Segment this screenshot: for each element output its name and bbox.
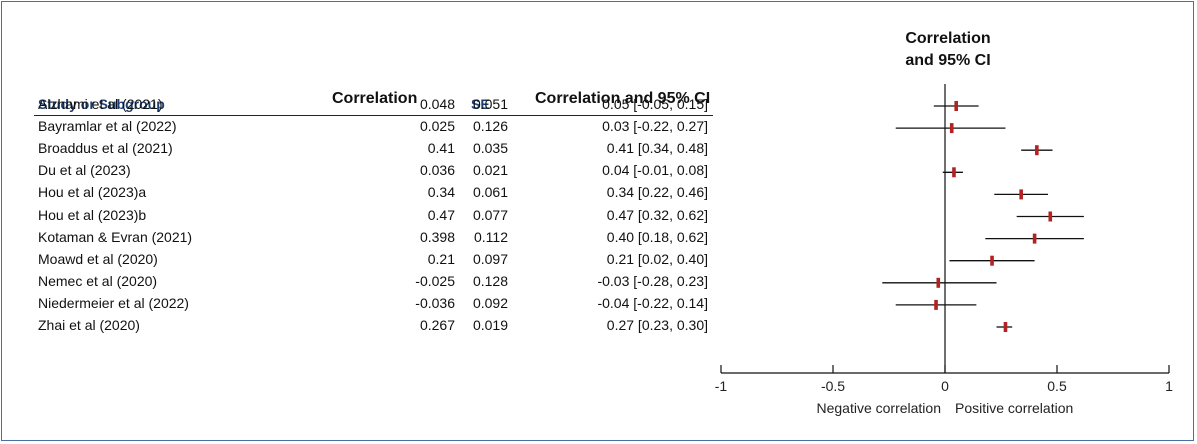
header-separator	[34, 115, 713, 116]
se-value: 0.077	[472, 206, 508, 223]
correlation-value: 0.036	[419, 162, 455, 179]
header-plot-line2: and 95% CI	[905, 52, 991, 69]
right-label: Positive correlation	[955, 400, 1073, 416]
se-value: 0.051	[472, 96, 508, 112]
ci-text: 0.34 [0.22, 0.46]	[606, 184, 708, 201]
ci-text: 0.47 [0.32, 0.62]	[606, 206, 708, 223]
table-row: Moawd et al (2020) 0.21 0.097 0.21 [0.02, 0…	[0, 251, 720, 272]
study-name: Hou et al (2023)b	[38, 206, 147, 223]
correlation-value: -0.036	[415, 294, 455, 311]
ci-text: -0.04 [-0.22, 0.14]	[597, 294, 708, 311]
left-label: Negative correlation	[816, 400, 941, 416]
correlation-value: 0.21	[427, 250, 455, 267]
correlation-value: 0.47	[427, 206, 455, 223]
se-value: 0.126	[472, 118, 508, 135]
table-row: Zhai et al (2020) 0.267 0.019 0.27 [0.23, 0…	[0, 317, 720, 338]
estimate-marker	[990, 255, 994, 266]
table-row: Hou et al (2023)b 0.47 0.077 0.47 [0.32, 0.…	[0, 207, 720, 228]
estimate-marker	[954, 101, 958, 111]
se-value: 0.112	[474, 228, 508, 245]
table-row: Broaddus et al (2021) 0.41 0.035 0.41 [0.34…	[0, 140, 720, 161]
study-name: Niedermeier et al (2022)	[38, 294, 189, 311]
ci-text: -0.03 [-0.28, 0.23]	[597, 272, 708, 289]
study-name: Broaddus et al (2021)	[38, 140, 173, 157]
x-tick-label: 0	[941, 378, 949, 394]
study-name: Du et al (2023)	[38, 162, 131, 179]
study-name: Kotaman & Evran (2021)	[38, 228, 193, 245]
ci-text: 0.05 [-0.05, 0.15]	[602, 96, 708, 112]
x-tick-label: 0.5	[1047, 378, 1067, 394]
se-value: 0.061	[472, 184, 508, 201]
header-plot: Correlation and 95% CI	[848, 28, 1048, 72]
header-study: Study or Subgroup	[38, 96, 165, 112]
correlation-value: -0.025	[415, 272, 455, 289]
table-row: Hou et al (2023)a 0.34 0.061 0.34 [0.22, 0.…	[0, 184, 720, 205]
se-value: 0.019	[472, 317, 508, 333]
ci-text: 0.21 [0.02, 0.40]	[606, 250, 708, 267]
correlation-value: 0.34	[427, 184, 455, 201]
study-name: Moawd et al (2020)	[38, 250, 158, 267]
estimate-marker	[1003, 322, 1008, 332]
estimate-marker	[1048, 211, 1053, 222]
header-plot-line1: Correlation	[905, 30, 991, 47]
correlation-value: 0.267	[419, 317, 455, 333]
ci-text: 0.41 [0.34, 0.48]	[606, 140, 708, 157]
table-row: Bayramlar et al (2022) 0.025 0.126 0.03 [-0…	[0, 118, 720, 139]
x-tick-label: 1	[1165, 378, 1173, 394]
estimate-marker	[1019, 189, 1023, 200]
study-name: Hou et al (2023)a	[38, 184, 147, 201]
study-name: Nemec et al (2020)	[38, 272, 158, 289]
se-value: 0.021	[472, 162, 508, 179]
table-row: Niedermeier et al (2022) -0.036 0.092 -0.04…	[0, 295, 720, 316]
correlation-value: 0.398	[419, 228, 455, 245]
correlation-value: 0.41	[427, 140, 455, 157]
x-tick-label: -1	[715, 378, 728, 394]
correlation-value: 0.048	[419, 96, 455, 112]
study-name: Alzhami et al (2021)	[38, 96, 163, 112]
header-ci: Correlation and 95% CI	[535, 90, 711, 107]
estimate-marker	[936, 277, 941, 288]
ci-text: 0.40 [0.18, 0.62]	[606, 228, 708, 245]
ci-text: 0.27 [0.23, 0.30]	[606, 317, 708, 333]
table-row: Du et al (2023) 0.036 0.021 0.04 [-0.01, 0.…	[0, 162, 720, 183]
table-row: Alzhami et al (2021) 0.048 0.051 0.05 [-0.0…	[0, 96, 720, 117]
estimate-marker	[949, 123, 954, 134]
se-value: 0.097	[472, 250, 508, 267]
ci-text: 0.04 [-0.01, 0.08]	[602, 162, 708, 179]
ci-text: 0.03 [-0.22, 0.27]	[602, 118, 708, 135]
header-se: SE	[471, 96, 490, 112]
header-correlation: Correlation	[332, 90, 418, 107]
estimate-marker	[934, 299, 938, 310]
x-tick-label: -0.5	[821, 378, 845, 394]
table-row: Nemec et al (2020) -0.025 0.128 -0.03 [-0.2…	[0, 273, 720, 294]
se-value: 0.128	[472, 272, 508, 289]
se-value: 0.035	[472, 140, 508, 157]
estimate-marker	[1032, 233, 1037, 244]
estimate-marker	[952, 167, 956, 178]
se-value: 0.092	[472, 294, 508, 311]
estimate-marker	[1035, 145, 1039, 156]
study-name: Bayramlar et al (2022)	[38, 118, 177, 135]
study-name: Zhai et al (2020)	[38, 317, 140, 333]
correlation-value: 0.025	[419, 118, 455, 135]
table-row: Kotaman & Evran (2021) 0.398 0.112 0.40 [0.…	[0, 229, 720, 250]
